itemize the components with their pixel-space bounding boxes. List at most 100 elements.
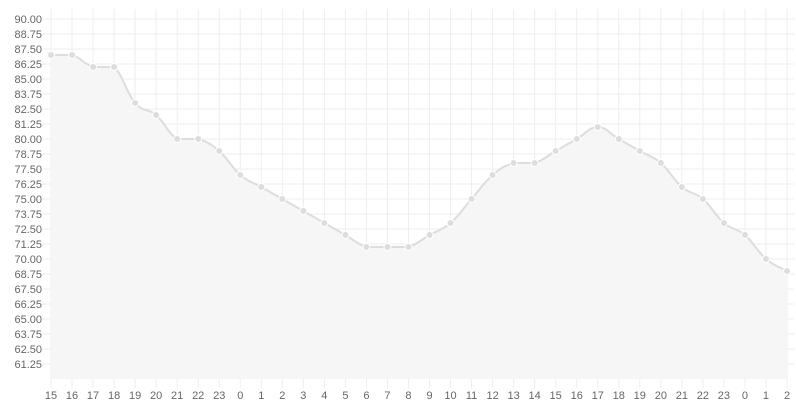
data-point[interactable] — [68, 51, 77, 59]
y-tick-label: 87.50 — [14, 44, 42, 56]
data-point[interactable] — [152, 111, 161, 119]
x-tick-label: 0 — [237, 390, 243, 402]
data-point[interactable] — [362, 243, 371, 251]
y-tick-label: 83.75 — [14, 89, 42, 101]
y-tick-label: 62.50 — [14, 344, 42, 356]
data-point[interactable] — [635, 147, 644, 155]
data-point[interactable] — [677, 183, 686, 191]
data-point[interactable] — [131, 99, 140, 107]
data-point[interactable] — [761, 255, 770, 263]
x-tick-label: 19 — [129, 390, 141, 402]
x-tick-label: 18 — [108, 390, 120, 402]
x-tick-label: 1 — [258, 390, 264, 402]
y-tick-label: 76.25 — [14, 179, 42, 191]
x-tick-label: 17 — [87, 390, 99, 402]
x-tick-label: 9 — [426, 390, 432, 402]
y-tick-label: 65.00 — [14, 314, 42, 326]
x-tick-label: 5 — [342, 390, 348, 402]
data-point[interactable] — [110, 63, 119, 71]
area-fill-layer — [51, 55, 787, 379]
x-tick-label: 0 — [742, 390, 748, 402]
y-tick-label: 86.25 — [14, 59, 42, 71]
data-point[interactable] — [698, 195, 707, 203]
data-point[interactable] — [383, 243, 392, 251]
x-tick-label: 14 — [529, 390, 541, 402]
data-point[interactable] — [467, 195, 476, 203]
y-tick-label: 77.50 — [14, 164, 42, 176]
x-tick-label: 11 — [466, 390, 477, 402]
data-point[interactable] — [614, 135, 623, 143]
data-point[interactable] — [278, 195, 287, 203]
x-tick-label: 2 — [784, 390, 790, 402]
x-tick-label: 21 — [171, 390, 183, 402]
y-tick-label: 71.25 — [14, 239, 42, 251]
x-tick-label: 3 — [300, 390, 306, 402]
data-point[interactable] — [593, 123, 602, 131]
data-point[interactable] — [425, 231, 434, 239]
y-tick-label: 63.75 — [14, 329, 42, 341]
x-tick-label: 2 — [279, 390, 285, 402]
x-tick-label: 20 — [655, 390, 667, 402]
x-axis-ticks: 15 16 17 18 19 20 21 22 23 0 1 2 3 4 5 6 7 8 9 10 11 12 13 14 15… — [45, 390, 790, 402]
y-tick-label: 85.00 — [14, 74, 42, 86]
y-tick-label: 88.75 — [14, 29, 42, 41]
x-tick-label: 21 — [676, 390, 688, 402]
data-point[interactable] — [341, 231, 350, 239]
data-point[interactable] — [194, 135, 203, 143]
y-axis-ticks: 90.00 88.75 87.50 86.25 85.00 83.75 82.50 81.25… — [14, 14, 42, 371]
y-tick-label: 75.00 — [14, 194, 42, 206]
y-tick-label: 90.00 — [14, 14, 42, 26]
x-tick-label: 16 — [66, 390, 78, 402]
y-tick-label: 66.25 — [14, 299, 42, 311]
x-tick-label: 15 — [45, 390, 57, 402]
y-tick-label: 67.50 — [14, 284, 42, 296]
data-point[interactable] — [47, 51, 55, 59]
data-point[interactable] — [509, 159, 518, 167]
x-tick-label: 8 — [405, 390, 411, 402]
y-tick-label: 78.75 — [14, 149, 42, 161]
y-tick-label: 73.75 — [14, 209, 42, 221]
x-tick-label: 23 — [718, 390, 730, 402]
x-tick-label: 18 — [613, 390, 625, 402]
data-point[interactable] — [89, 63, 98, 71]
y-tick-label: 72.50 — [14, 224, 42, 236]
data-point[interactable] — [320, 219, 329, 227]
x-tick-label: 19 — [634, 390, 646, 402]
x-tick-label: 6 — [363, 390, 369, 402]
x-tick-label: 22 — [192, 390, 204, 402]
data-point[interactable] — [572, 135, 581, 143]
y-tick-label: 70.00 — [14, 254, 42, 266]
x-tick-label: 10 — [444, 390, 456, 402]
data-point[interactable] — [656, 159, 665, 167]
data-point[interactable] — [257, 183, 266, 191]
x-tick-label: 4 — [321, 390, 327, 402]
data-point[interactable] — [446, 219, 455, 227]
data-point[interactable] — [215, 147, 224, 155]
data-point[interactable] — [783, 267, 791, 275]
x-tick-label: 1 — [763, 390, 769, 402]
data-point[interactable] — [719, 219, 728, 227]
data-point[interactable] — [299, 207, 308, 215]
x-tick-label: 23 — [213, 390, 225, 402]
data-point[interactable] — [551, 147, 560, 155]
y-tick-label: 68.75 — [14, 269, 42, 281]
x-tick-label: 12 — [486, 390, 498, 402]
y-tick-label: 81.25 — [14, 119, 42, 131]
y-tick-label: 80.00 — [14, 134, 42, 146]
x-tick-label: 7 — [384, 390, 390, 402]
data-point[interactable] — [404, 243, 413, 251]
y-tick-label: 82.50 — [14, 104, 42, 116]
data-point[interactable] — [740, 231, 749, 239]
x-tick-label: 15 — [550, 390, 562, 402]
x-tick-label: 16 — [571, 390, 583, 402]
data-point[interactable] — [530, 159, 539, 167]
x-tick-label: 17 — [592, 390, 604, 402]
data-points-layer — [47, 51, 791, 275]
x-tick-label: 22 — [697, 390, 709, 402]
series-area-fill — [51, 55, 787, 379]
data-point[interactable] — [173, 135, 182, 143]
data-point[interactable] — [488, 171, 497, 179]
data-point[interactable] — [236, 171, 245, 179]
x-tick-label: 13 — [508, 390, 520, 402]
